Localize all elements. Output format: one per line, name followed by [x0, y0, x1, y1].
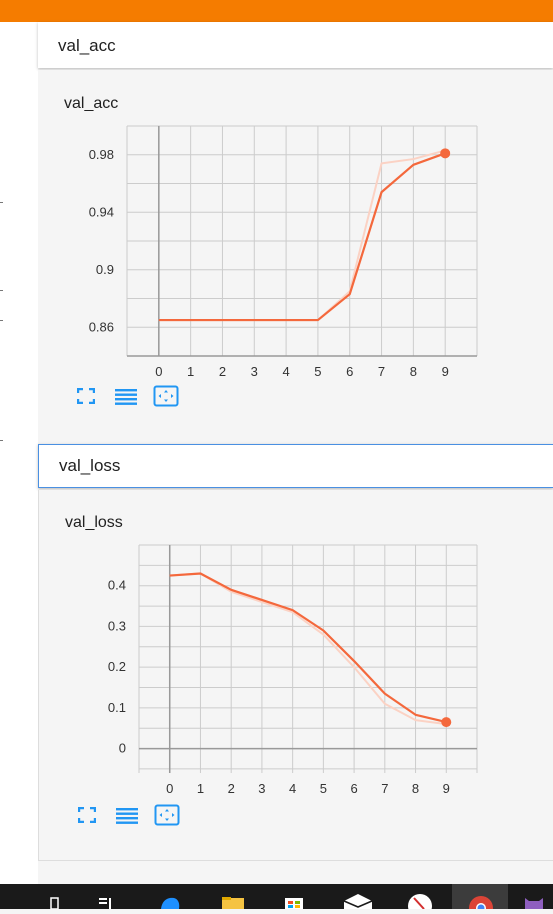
y-tick-label: 0.86	[89, 319, 114, 334]
x-tick-label: 3	[251, 364, 258, 379]
edge-icon[interactable]	[158, 892, 182, 909]
y-tick-label: 0.94	[89, 204, 114, 219]
search-icon[interactable]	[45, 892, 69, 910]
x-tick-label: 0	[166, 781, 173, 796]
fullscreen-icon	[77, 388, 95, 404]
x-tick-label: 8	[410, 364, 417, 379]
fit-domain-button[interactable]	[154, 804, 180, 826]
chart-title: val_loss	[65, 514, 123, 531]
fullscreen-button[interactable]	[73, 385, 99, 407]
y-tick-label: 0.3	[108, 618, 126, 633]
smoothed-series-line	[169, 572, 447, 724]
fit-domain-icon	[153, 385, 179, 407]
raw-series-line	[169, 572, 447, 726]
os-taskbar	[0, 884, 553, 914]
y-tick-label: 0.2	[108, 659, 126, 674]
card-title: val_loss	[59, 456, 121, 475]
val-loss-chart[interactable]: 0 1 2 3 4 5 6 7 8 9 0 0.1 0.2 0.3 0.4	[39, 533, 553, 835]
x-tick-label: 5	[314, 364, 321, 379]
card-title: val_acc	[58, 36, 116, 55]
toggle-log-scale-button[interactable]	[113, 385, 139, 407]
last-point-marker	[441, 717, 452, 728]
toggle-log-scale-icon	[115, 389, 137, 405]
y-tick-label: 0.98	[89, 147, 114, 162]
mail-icon[interactable]	[343, 892, 373, 909]
x-tick-label: 5	[320, 781, 327, 796]
x-tick-label: 3	[258, 781, 265, 796]
rail-mark	[0, 290, 3, 291]
val-acc-chart-card: val_acc 0 1 2 3 4 5 6 7 8 9 0.86 0.9 0.94 0.98	[38, 70, 553, 442]
rail-mark	[0, 440, 3, 441]
rail-mark	[0, 320, 3, 321]
x-tick-label: 2	[219, 364, 226, 379]
x-tick-label: 6	[346, 364, 353, 379]
chart-toolbar	[73, 385, 179, 407]
x-tick-label: 0	[155, 364, 162, 379]
y-tick-label: 0.9	[96, 262, 114, 277]
snipping-tool-icon[interactable]	[406, 892, 432, 914]
store-icon[interactable]	[282, 892, 306, 909]
file-explorer-icon[interactable]	[220, 892, 244, 909]
raw-series-line	[158, 149, 446, 322]
chrome-icon[interactable]	[468, 892, 493, 914]
fullscreen-icon	[78, 807, 96, 823]
x-tick-label: 8	[412, 781, 419, 796]
x-tick-label: 9	[442, 364, 449, 379]
chart-title: val_acc	[64, 95, 119, 112]
fit-domain-button[interactable]	[153, 385, 179, 407]
toggle-log-scale-button[interactable]	[114, 804, 140, 826]
val-acc-card-header[interactable]: val_acc	[38, 22, 553, 68]
chart-toolbar	[74, 804, 180, 826]
x-tick-label: 1	[187, 364, 194, 379]
app-header-bar	[0, 0, 553, 22]
task-view-icon[interactable]	[96, 892, 120, 909]
left-rail	[0, 22, 38, 884]
x-tick-label: 7	[378, 364, 385, 379]
val-loss-card-header[interactable]: val_loss	[38, 444, 553, 488]
val-acc-chart[interactable]: 0 1 2 3 4 5 6 7 8 9 0.86 0.9 0.94 0.98	[38, 114, 553, 414]
toggle-log-scale-icon	[116, 808, 138, 824]
fullscreen-button[interactable]	[74, 804, 100, 826]
val-loss-chart-card: val_loss 0 1 2 3 4 5 6 7 8 9 0 0.1 0.2 0.3 0.4	[38, 490, 553, 861]
y-tick-label: 0.4	[108, 578, 126, 593]
x-tick-label: 1	[197, 781, 204, 796]
x-tick-label: 2	[228, 781, 235, 796]
x-tick-label: 6	[350, 781, 357, 796]
x-tick-label: 9	[443, 781, 450, 796]
smoothed-series-line	[158, 152, 446, 322]
x-tick-label: 4	[289, 781, 296, 796]
y-tick-label: 0.1	[108, 700, 126, 715]
fit-domain-icon	[154, 804, 180, 826]
x-tick-label: 7	[381, 781, 388, 796]
last-point-marker	[440, 148, 451, 159]
github-icon[interactable]	[522, 892, 546, 909]
x-tick-label: 4	[282, 364, 289, 379]
y-tick-label: 0	[119, 741, 126, 756]
rail-mark	[0, 202, 3, 203]
